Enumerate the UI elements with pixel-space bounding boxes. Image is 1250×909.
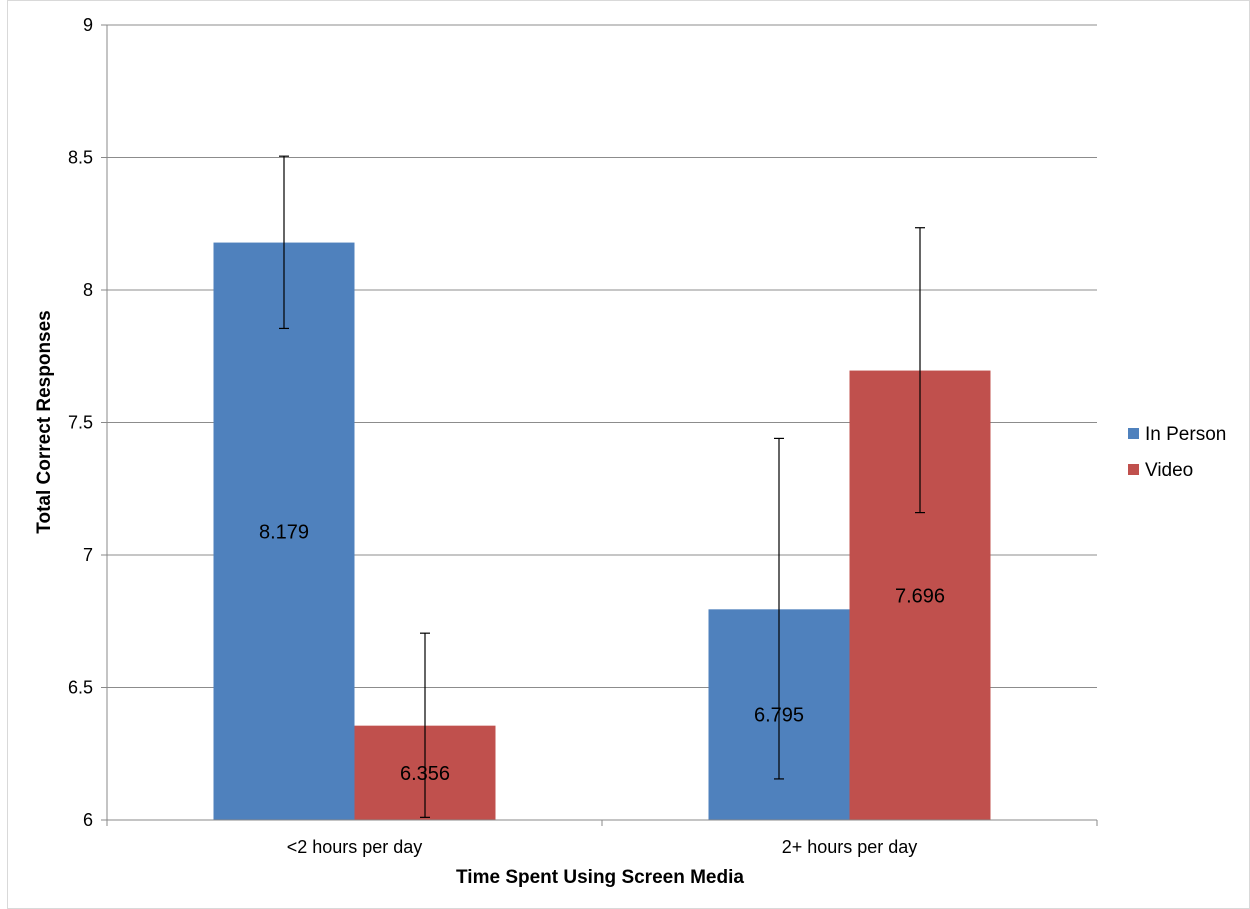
legend-swatch xyxy=(1128,464,1139,475)
data-label: 6.356 xyxy=(400,763,450,785)
error-bars xyxy=(279,155,925,818)
y-axis-title: Total Correct Responses xyxy=(34,310,55,533)
legend-label: Video xyxy=(1145,460,1193,481)
data-label: 6.795 xyxy=(754,705,804,727)
data-label: 7.696 xyxy=(895,585,945,607)
bar-in-person xyxy=(213,242,355,820)
data-labels: 8.179 6.356 6.795 7.696 xyxy=(259,521,945,785)
y-tick-label: 9 xyxy=(83,15,93,35)
y-tick-labels: 6 6.5 7 7.5 8 8.5 9 xyxy=(68,15,93,830)
legend-label: In Person xyxy=(1145,424,1226,445)
legend: In Person Video xyxy=(1128,424,1226,481)
axes xyxy=(106,25,1097,821)
x-axis-title: Time Spent Using Screen Media xyxy=(456,867,744,888)
bars xyxy=(213,242,991,820)
y-tick-label: 8 xyxy=(83,280,93,300)
y-tick-label: 7.5 xyxy=(68,413,93,433)
y-tick-label: 7 xyxy=(83,545,93,565)
y-tick-label: 6 xyxy=(83,810,93,830)
legend-swatch xyxy=(1128,428,1139,439)
x-tick-label: 2+ hours per day xyxy=(782,837,918,857)
chart-border xyxy=(7,0,1250,909)
y-tick-label: 8.5 xyxy=(68,148,93,168)
y-tick-label: 6.5 xyxy=(68,678,93,698)
x-tick-labels: <2 hours per day 2+ hours per day xyxy=(287,837,918,857)
data-label: 8.179 xyxy=(259,521,309,543)
x-tick-label: <2 hours per day xyxy=(287,837,423,857)
